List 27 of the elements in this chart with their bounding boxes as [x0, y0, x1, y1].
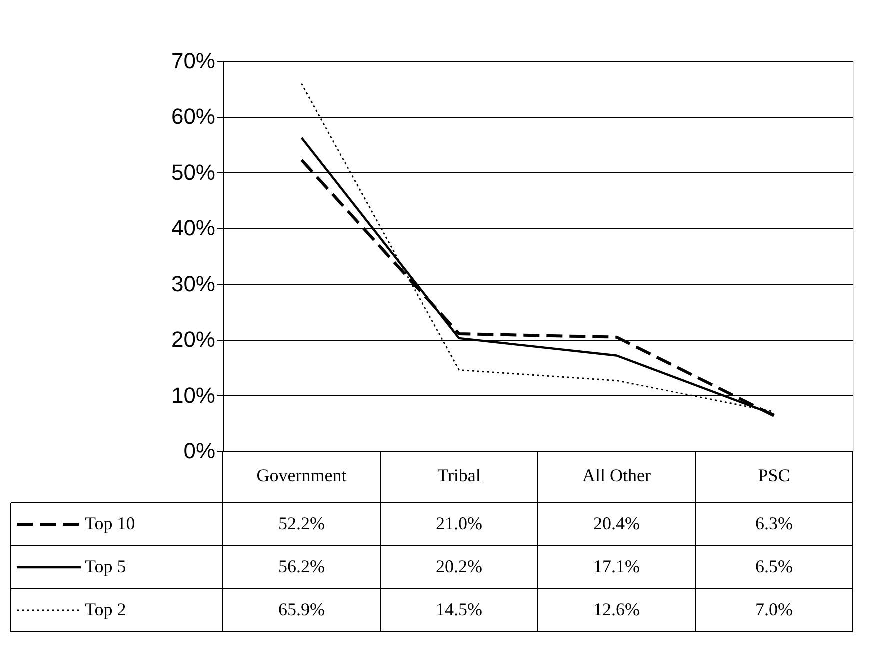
- data-label: 7.0%: [756, 600, 793, 620]
- data-label: 20.2%: [436, 556, 482, 576]
- x-tick-label: PSC: [758, 466, 790, 486]
- data-label: 21.0%: [436, 514, 482, 534]
- data-label: 12.6%: [594, 600, 640, 620]
- x-tick-label: Tribal: [438, 466, 481, 486]
- x-tick-label: All Other: [582, 466, 651, 486]
- data-label: 52.2%: [278, 514, 325, 534]
- y-tick-label: 50%: [171, 160, 216, 185]
- y-tick-label: 30%: [171, 271, 216, 296]
- y-tick-label: 40%: [171, 216, 216, 241]
- data-label: 6.5%: [756, 556, 793, 576]
- data-label: 56.2%: [278, 556, 325, 576]
- y-tick-label: 0%: [184, 438, 216, 464]
- y-tick-label: 60%: [171, 104, 216, 130]
- legend-label: Top 2: [85, 600, 126, 620]
- data-label: 17.1%: [594, 556, 640, 576]
- x-tick-label: Government: [256, 466, 347, 486]
- data-label: 20.4%: [594, 514, 640, 534]
- legend-label: Top 5: [85, 556, 126, 576]
- data-label: 65.9%: [278, 600, 325, 620]
- legend-label: Top 10: [85, 514, 136, 534]
- data-label: 14.5%: [436, 600, 482, 620]
- y-tick-label: 20%: [171, 327, 216, 352]
- y-tick-label: 70%: [171, 48, 216, 74]
- y-tick-label: 10%: [171, 382, 216, 408]
- data-label: 6.3%: [756, 514, 793, 534]
